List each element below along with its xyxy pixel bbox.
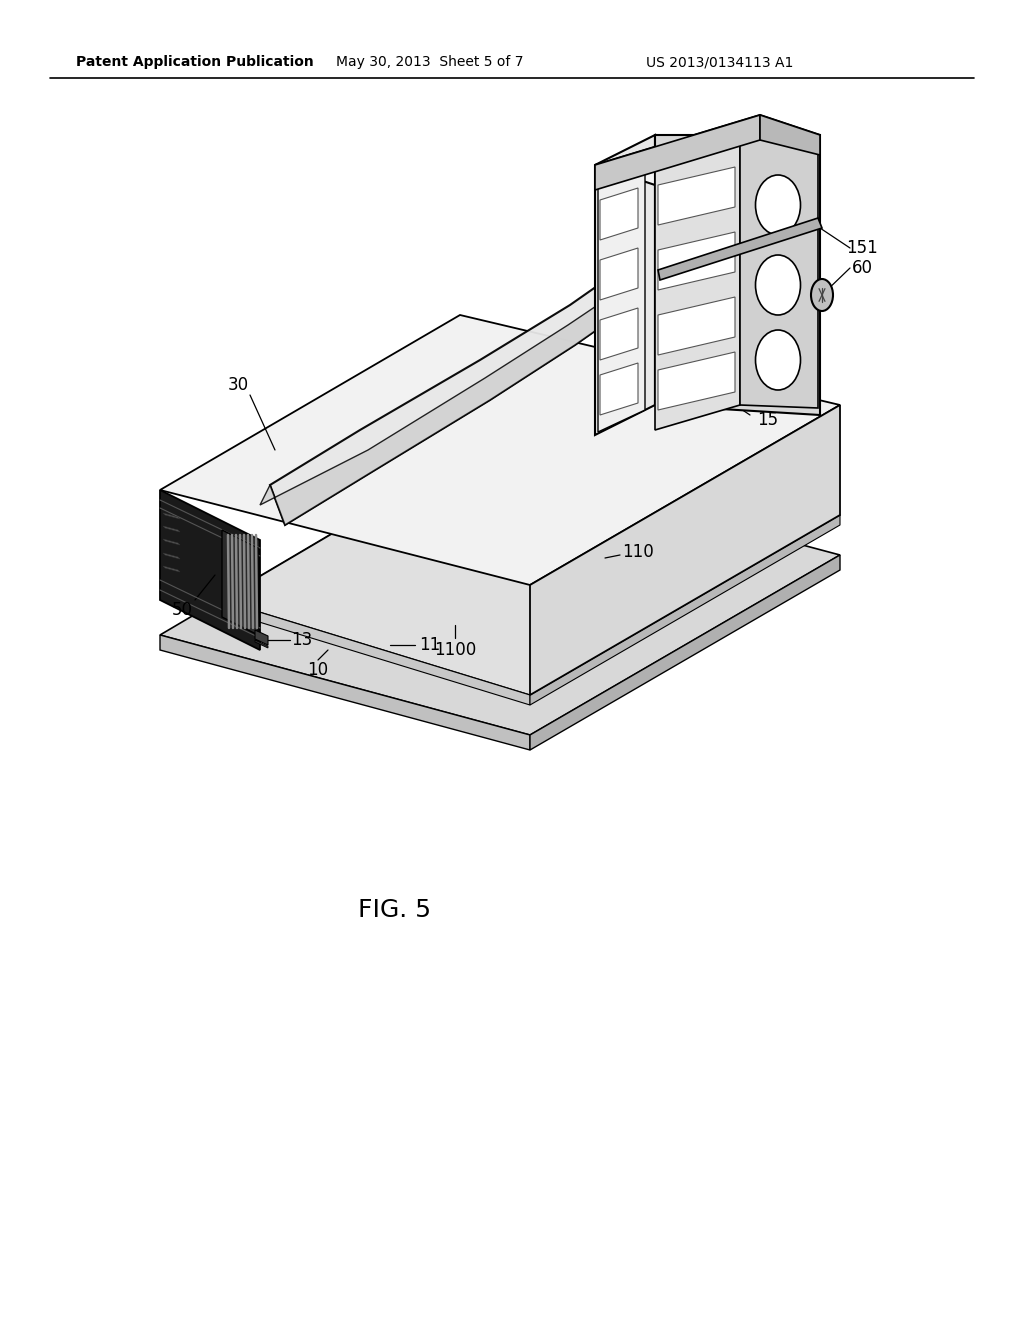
Text: 13: 13 bbox=[292, 631, 312, 649]
Polygon shape bbox=[658, 168, 735, 224]
Polygon shape bbox=[658, 297, 735, 355]
Ellipse shape bbox=[756, 330, 801, 389]
Text: 1100: 1100 bbox=[434, 642, 476, 659]
Polygon shape bbox=[655, 129, 740, 430]
Polygon shape bbox=[220, 601, 530, 705]
Polygon shape bbox=[163, 513, 180, 519]
Polygon shape bbox=[595, 115, 820, 185]
Polygon shape bbox=[222, 531, 258, 635]
Polygon shape bbox=[530, 405, 840, 696]
Polygon shape bbox=[600, 308, 638, 360]
Polygon shape bbox=[740, 129, 818, 408]
Polygon shape bbox=[655, 135, 820, 414]
Text: Patent Application Publication: Patent Application Publication bbox=[76, 55, 314, 69]
Polygon shape bbox=[595, 135, 655, 436]
Text: 30: 30 bbox=[227, 376, 249, 393]
Ellipse shape bbox=[756, 255, 801, 315]
Text: 11: 11 bbox=[420, 636, 440, 653]
Polygon shape bbox=[658, 232, 735, 290]
Text: FIG. 5: FIG. 5 bbox=[358, 898, 431, 921]
Polygon shape bbox=[160, 455, 840, 735]
Polygon shape bbox=[163, 553, 180, 558]
Text: 151: 151 bbox=[846, 239, 878, 257]
Polygon shape bbox=[600, 248, 638, 300]
Text: 50: 50 bbox=[171, 601, 193, 619]
Polygon shape bbox=[220, 420, 840, 696]
Polygon shape bbox=[260, 290, 625, 525]
Ellipse shape bbox=[811, 279, 833, 312]
Ellipse shape bbox=[756, 176, 801, 235]
Polygon shape bbox=[270, 271, 625, 525]
Polygon shape bbox=[255, 630, 268, 645]
Polygon shape bbox=[600, 363, 638, 414]
Polygon shape bbox=[658, 218, 822, 280]
Polygon shape bbox=[160, 315, 840, 585]
Polygon shape bbox=[595, 115, 760, 190]
Text: 15: 15 bbox=[758, 411, 778, 429]
Polygon shape bbox=[163, 566, 180, 572]
Polygon shape bbox=[530, 515, 840, 705]
Polygon shape bbox=[163, 539, 180, 545]
Text: US 2013/0134113 A1: US 2013/0134113 A1 bbox=[646, 55, 794, 69]
Polygon shape bbox=[598, 158, 645, 432]
Text: May 30, 2013  Sheet 5 of 7: May 30, 2013 Sheet 5 of 7 bbox=[336, 55, 523, 69]
Polygon shape bbox=[600, 187, 638, 240]
Polygon shape bbox=[658, 352, 735, 411]
Polygon shape bbox=[160, 490, 260, 649]
Polygon shape bbox=[160, 635, 530, 750]
Text: 60: 60 bbox=[852, 259, 872, 277]
Polygon shape bbox=[760, 115, 820, 154]
Text: 110: 110 bbox=[623, 543, 654, 561]
Polygon shape bbox=[255, 640, 268, 648]
Polygon shape bbox=[163, 525, 180, 532]
Text: 10: 10 bbox=[307, 661, 329, 678]
Polygon shape bbox=[530, 554, 840, 750]
